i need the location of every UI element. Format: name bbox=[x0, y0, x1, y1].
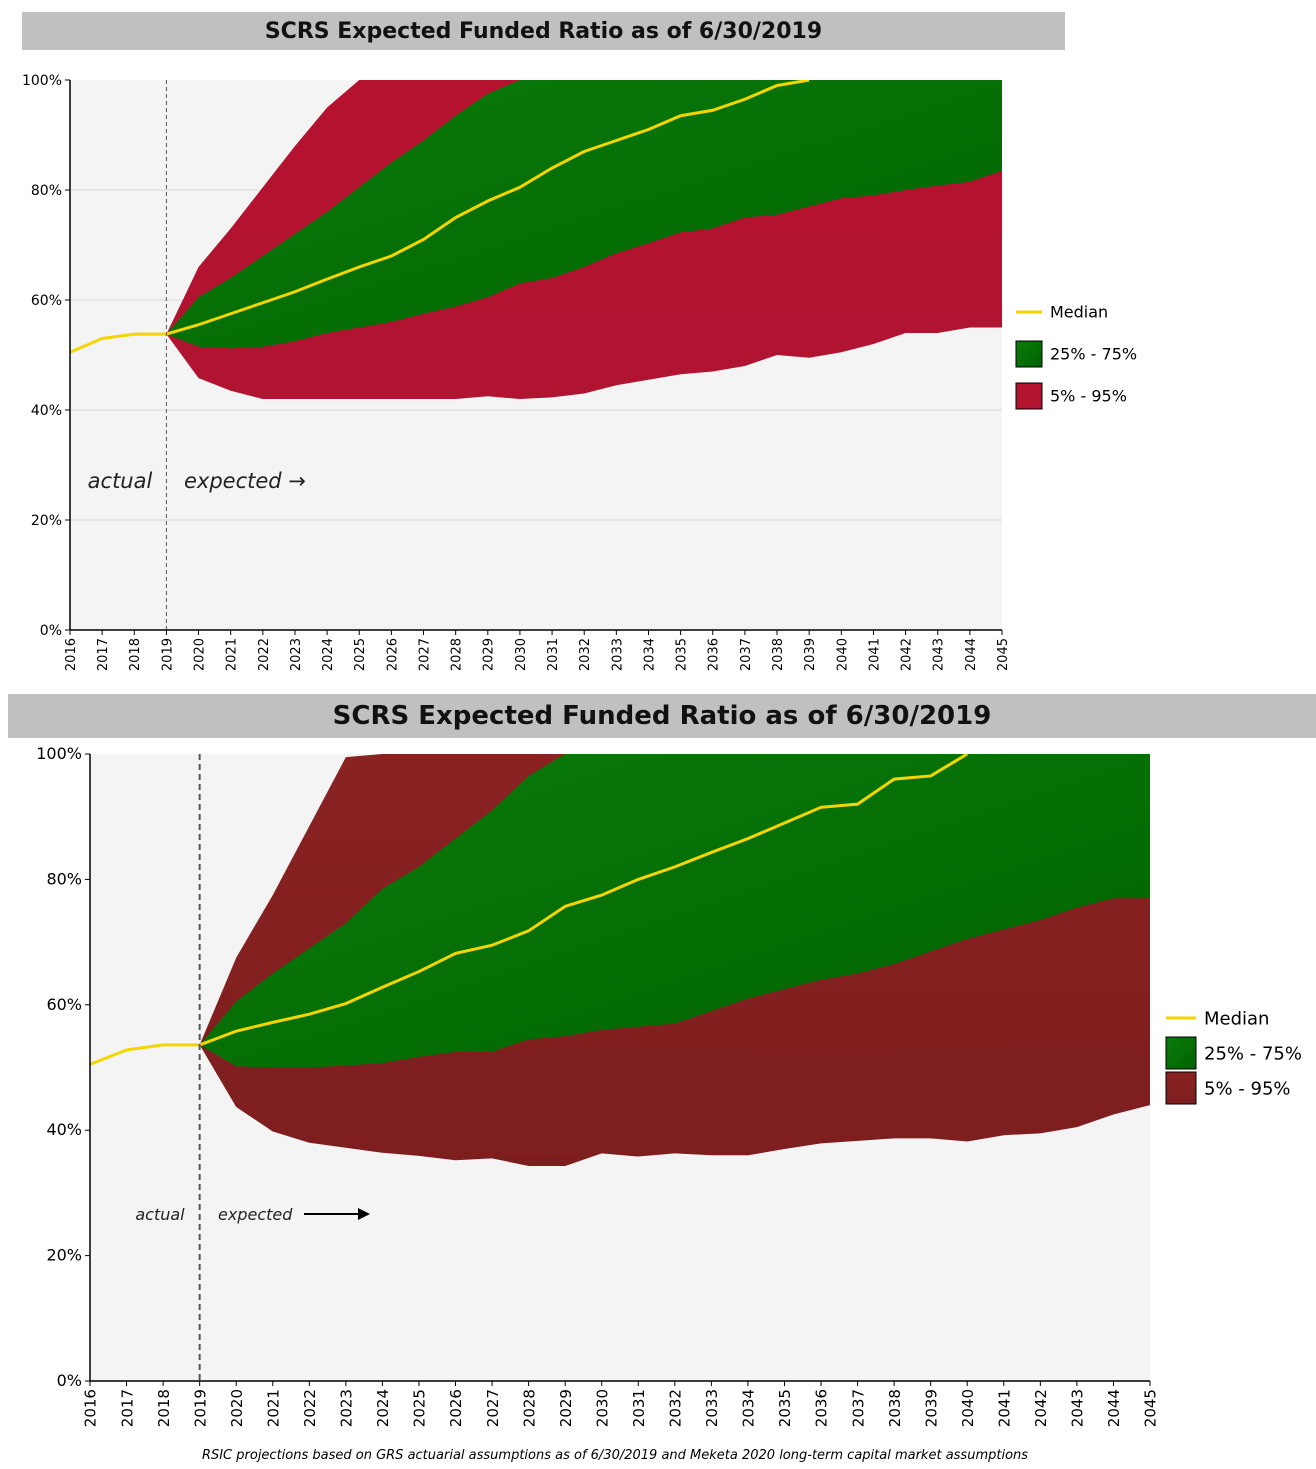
x-tick-label: 2029 bbox=[557, 1389, 575, 1427]
x-tick-label: 2043 bbox=[1069, 1389, 1087, 1427]
x-tick-label: 2036 bbox=[813, 1389, 831, 1427]
x-tick-label: 2030 bbox=[593, 1389, 611, 1427]
x-tick-label: 2038 bbox=[886, 1389, 904, 1427]
actual-line bbox=[70, 332, 167, 354]
x-tick-label: 2034 bbox=[740, 1389, 758, 1427]
x-tick-label: 2034 bbox=[642, 638, 657, 671]
x-tick-label: 2040 bbox=[835, 638, 850, 671]
legend-25-75-swatch bbox=[1165, 1036, 1197, 1070]
annotation-expected: expected bbox=[218, 1205, 293, 1224]
x-tick-label: 2025 bbox=[411, 1389, 429, 1427]
x-tick-label: 2028 bbox=[520, 1389, 538, 1427]
x-tick-label: 2037 bbox=[739, 638, 754, 671]
x-tick-label: 2033 bbox=[610, 638, 625, 671]
y-tick-label: 60% bbox=[46, 995, 82, 1014]
median-line bbox=[199, 754, 969, 1047]
y-tick-label: 0% bbox=[40, 623, 62, 639]
x-tick-label: 2024 bbox=[374, 1389, 392, 1427]
legend-5-95-swatch bbox=[1165, 1071, 1197, 1105]
x-tick-label: 2020 bbox=[192, 638, 207, 671]
x-tick-label: 2017 bbox=[118, 1389, 136, 1427]
x-tick-label: 2041 bbox=[995, 1389, 1013, 1427]
legend-5-95-label: 5% - 95% bbox=[1050, 387, 1127, 406]
x-tick-label: 2019 bbox=[160, 638, 175, 671]
legend-median-label: Median bbox=[1204, 1008, 1269, 1029]
y-tick-label: 80% bbox=[46, 869, 82, 888]
x-tick-label: 2041 bbox=[867, 638, 882, 671]
legend-25-75-label: 25% - 75% bbox=[1050, 345, 1137, 364]
x-tick-label: 2040 bbox=[959, 1389, 977, 1427]
x-tick-label: 2031 bbox=[630, 1389, 648, 1427]
x-tick-label: 2025 bbox=[353, 638, 368, 671]
x-tick-label: 2024 bbox=[321, 638, 336, 671]
annotation-actual: actual bbox=[135, 1205, 185, 1224]
x-tick-label: 2037 bbox=[849, 1389, 867, 1427]
annotation-expected: expected → bbox=[184, 469, 306, 493]
x-tick-label: 2023 bbox=[289, 638, 304, 671]
x-tick-label: 2045 bbox=[996, 638, 1011, 671]
x-tick-label: 2038 bbox=[771, 638, 786, 671]
x-tick-label: 2043 bbox=[932, 638, 947, 671]
x-tick-label: 2016 bbox=[82, 1389, 100, 1427]
chart-1-title: SCRS Expected Funded Ratio as of 6/30/20… bbox=[22, 12, 1065, 50]
x-tick-label: 2033 bbox=[703, 1389, 721, 1427]
x-tick-label: 2045 bbox=[1142, 1389, 1160, 1427]
x-tick-label: 2031 bbox=[546, 638, 561, 671]
x-tick-label: 2018 bbox=[155, 1389, 173, 1427]
x-tick-label: 2042 bbox=[1032, 1389, 1050, 1427]
x-tick-label: 2022 bbox=[301, 1389, 319, 1427]
y-tick-label: 40% bbox=[31, 403, 62, 419]
legend-5-95-swatch bbox=[1015, 382, 1043, 410]
x-tick-label: 2044 bbox=[1105, 1389, 1123, 1427]
y-tick-label: 60% bbox=[31, 293, 62, 309]
x-tick-label: 2032 bbox=[578, 638, 593, 671]
annotation-actual: actual bbox=[88, 469, 153, 493]
x-tick-label: 2023 bbox=[338, 1389, 356, 1427]
x-tick-label: 2039 bbox=[922, 1389, 940, 1427]
x-tick-label: 2022 bbox=[257, 638, 272, 671]
band-25-75 bbox=[199, 754, 1150, 1068]
x-tick-label: 2020 bbox=[228, 1389, 246, 1427]
actual-line bbox=[90, 1043, 200, 1066]
x-tick-label: 2032 bbox=[667, 1389, 685, 1427]
x-tick-label: 2019 bbox=[191, 1389, 209, 1427]
y-tick-label: 40% bbox=[46, 1120, 82, 1139]
legend-median-label: Median bbox=[1050, 303, 1108, 322]
x-tick-label: 2021 bbox=[225, 638, 240, 671]
x-tick-label: 2035 bbox=[776, 1389, 794, 1427]
arrowhead-icon bbox=[358, 1208, 370, 1220]
legend-25-75-label: 25% - 75% bbox=[1204, 1043, 1302, 1064]
band-25-75 bbox=[166, 80, 1002, 349]
y-tick-label: 100% bbox=[22, 73, 62, 89]
chart-2-title: SCRS Expected Funded Ratio as of 6/30/20… bbox=[8, 694, 1316, 738]
x-tick-label: 2027 bbox=[484, 1389, 502, 1427]
chart-1: 0% 20% 40% 60% 80% 100% 2016 2017 2018 2019 2020 20… bbox=[22, 73, 1137, 671]
x-tick-label: 2017 bbox=[96, 638, 111, 671]
x-tick-label: 2018 bbox=[128, 638, 143, 671]
footnote: RSIC projections based on GRS actuarial … bbox=[201, 1448, 1029, 1463]
x-tick-label: 2026 bbox=[385, 638, 400, 671]
x-tick-label: 2029 bbox=[482, 638, 497, 671]
legend-5-95-label: 5% - 95% bbox=[1204, 1078, 1291, 1099]
x-tick-label: 2026 bbox=[447, 1389, 465, 1427]
x-tick-label: 2021 bbox=[264, 1389, 282, 1427]
x-tick-label: 2016 bbox=[64, 638, 79, 671]
x-tick-label: 2039 bbox=[803, 638, 818, 671]
x-tick-label: 2036 bbox=[707, 638, 722, 671]
x-tick-label: 2028 bbox=[450, 638, 465, 671]
y-tick-label: 80% bbox=[31, 183, 62, 199]
x-tick-label: 2027 bbox=[417, 638, 432, 671]
y-tick-label: 100% bbox=[36, 744, 82, 763]
x-tick-label: 2030 bbox=[514, 638, 529, 671]
y-tick-label: 0% bbox=[57, 1371, 82, 1390]
y-tick-label: 20% bbox=[31, 513, 62, 529]
x-tick-label: 2035 bbox=[675, 638, 690, 671]
x-tick-label: 2044 bbox=[964, 638, 979, 671]
y-tick-label: 20% bbox=[46, 1246, 82, 1265]
x-tick-label: 2042 bbox=[900, 638, 915, 671]
legend-25-75-swatch bbox=[1015, 340, 1043, 368]
